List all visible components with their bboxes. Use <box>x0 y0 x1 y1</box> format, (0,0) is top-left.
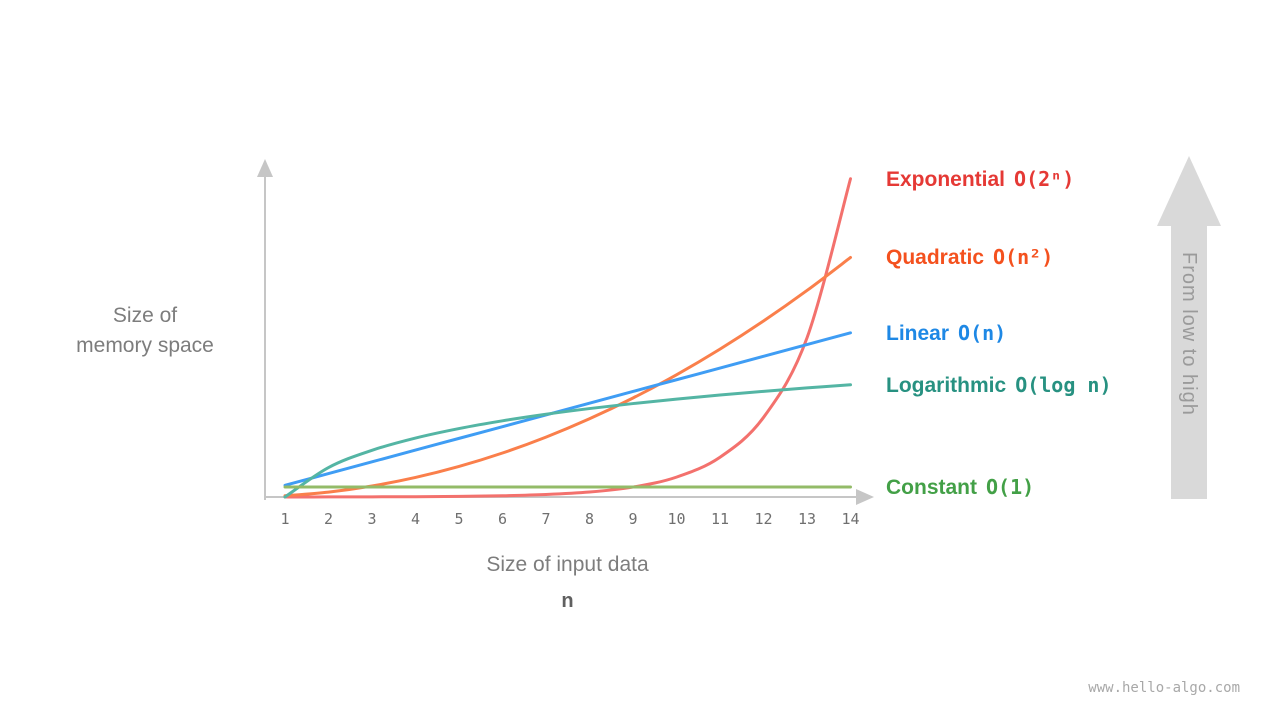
arrow-label: From low to high <box>1178 252 1200 416</box>
x-tick: 8 <box>584 510 595 528</box>
series-notation: O(2ⁿ) <box>1014 166 1075 191</box>
series-label-quadratic: Quadratic O(n²) <box>886 243 1053 271</box>
arrow-body <box>1171 225 1207 499</box>
series-notation: O(n) <box>958 320 1007 345</box>
curve-exponential <box>283 177 852 499</box>
curve-quadratic <box>283 255 852 498</box>
series-label-exponential: Exponential O(2ⁿ) <box>886 165 1074 193</box>
series-name: Logarithmic <box>886 373 1007 397</box>
series-curves <box>283 177 852 499</box>
series-label-linear: Linear O(n) <box>886 319 1006 347</box>
x-tick: 3 <box>367 510 377 528</box>
series-name: Constant <box>886 475 977 499</box>
curve-logarithmic <box>283 383 852 499</box>
x-axis-symbol: n <box>561 590 574 612</box>
series-notation: O(1) <box>986 474 1035 499</box>
series-name: Exponential <box>886 167 1006 191</box>
series-name: Quadratic <box>886 246 985 270</box>
series-label-constant: Constant O(1) <box>886 473 1034 501</box>
x-tick: 5 <box>454 510 464 528</box>
low-to-high-arrow-icon <box>1157 156 1221 499</box>
curve-linear <box>283 331 852 487</box>
x-tick: 9 <box>628 510 638 528</box>
x-tick: 1 <box>280 510 290 528</box>
y-axis-label-line1: Size of <box>112 304 178 327</box>
series-name: Linear <box>886 321 950 345</box>
x-tick: 14 <box>841 510 860 528</box>
y-axis-label: Size of memory space <box>35 301 255 361</box>
x-axis-label: Size of input data <box>486 553 649 576</box>
arrow-head <box>1157 156 1221 226</box>
series-notation: O(log n) <box>1015 372 1112 397</box>
series-label-logarithmic: Logarithmic O(log n) <box>886 371 1112 399</box>
x-tick: 2 <box>323 510 334 528</box>
series-notation: O(n²) <box>993 245 1054 270</box>
x-tick: 7 <box>541 510 551 528</box>
x-tick: 11 <box>710 510 730 528</box>
y-axis-label-line2: memory space <box>76 334 214 357</box>
x-tick: 12 <box>754 510 773 528</box>
x-tick: 6 <box>497 510 508 528</box>
watermark: www.hello-algo.com <box>1088 680 1240 696</box>
x-tick: 10 <box>667 510 686 528</box>
x-tick: 4 <box>410 510 421 528</box>
x-tick: 13 <box>797 510 817 528</box>
